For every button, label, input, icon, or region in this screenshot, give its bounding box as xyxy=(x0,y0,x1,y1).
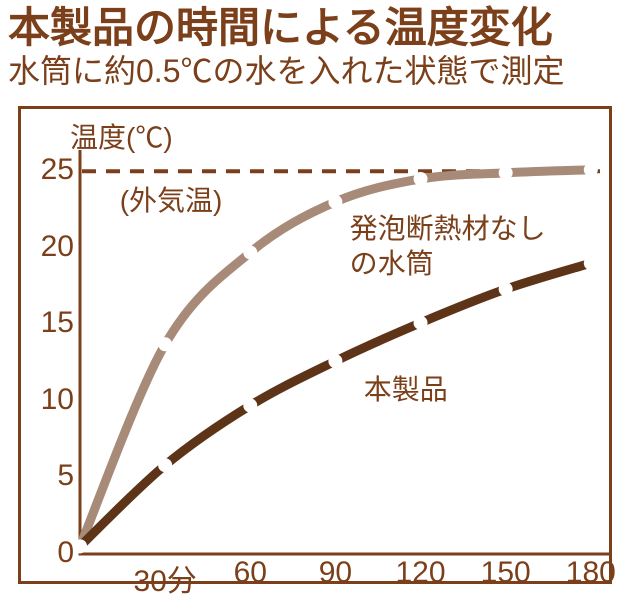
chart-subtitle: 水筒に約0.5℃の水を入れた状態で測定 xyxy=(0,52,630,96)
x-tick-label: 180 xyxy=(551,556,630,590)
chart-plot xyxy=(18,106,612,584)
y-tick-label: 0 xyxy=(24,536,74,570)
x-tick-label: 60 xyxy=(210,556,290,590)
y-tick-label: 10 xyxy=(24,383,74,417)
chart-area: 温度(℃) 0510152025 30分6090120150180 (外気温)発… xyxy=(18,106,612,584)
reference-line-label: (外気温) xyxy=(120,179,223,219)
x-tick-label: 120 xyxy=(381,556,461,590)
x-tick-label: 90 xyxy=(295,556,375,590)
series-label-product: 本製品 xyxy=(364,372,448,407)
y-tick-label: 5 xyxy=(24,459,74,493)
series-line-product xyxy=(80,263,591,546)
chart-title: 本製品の時間による温度変化 xyxy=(0,0,630,52)
y-tick-label: 15 xyxy=(24,306,74,340)
x-tick-label: 30分 xyxy=(125,556,205,600)
y-tick-label: 25 xyxy=(24,153,74,187)
series-label-no-insulation: 発泡断熱材なしの水筒 xyxy=(350,211,546,281)
x-tick-label: 150 xyxy=(466,556,546,590)
y-tick-label: 20 xyxy=(24,230,74,264)
